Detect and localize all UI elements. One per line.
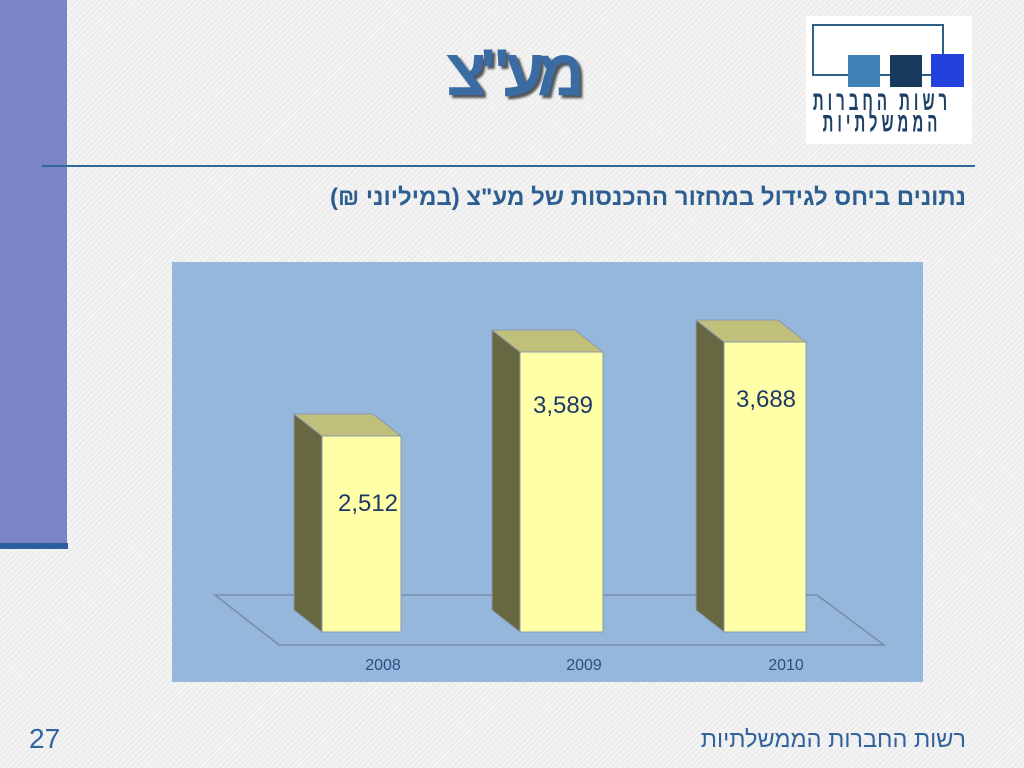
- svg-text:3,589: 3,589: [533, 392, 593, 419]
- svg-text:2008: 2008: [365, 657, 401, 674]
- svg-text:2,512: 2,512: [338, 490, 398, 517]
- svg-text:3,688: 3,688: [736, 386, 796, 413]
- svg-text:2009: 2009: [566, 657, 602, 674]
- svg-text:2010: 2010: [768, 657, 804, 674]
